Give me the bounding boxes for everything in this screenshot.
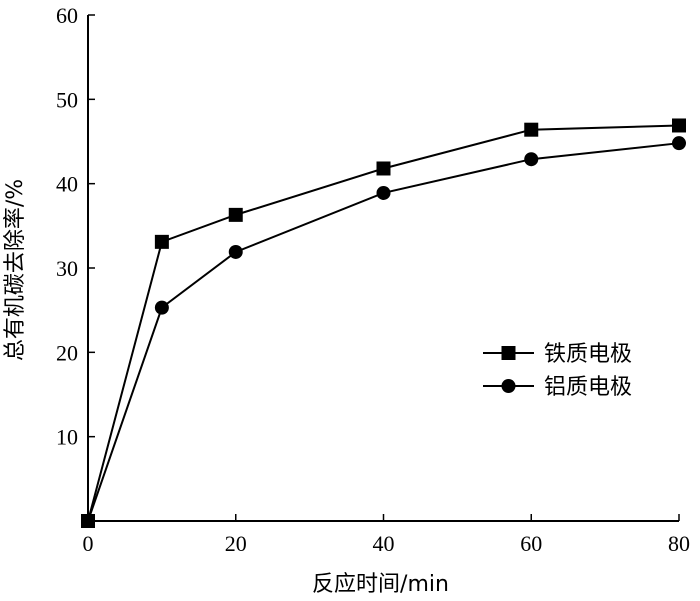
- data-point-circle: [228, 244, 243, 259]
- y-tick-label: 30: [56, 256, 78, 281]
- series-2: [81, 136, 686, 528]
- data-point-square: [154, 234, 169, 249]
- data-point-square: [376, 161, 391, 176]
- legend-marker-square: [501, 346, 516, 360]
- legend-label: 铝质电极: [544, 375, 632, 400]
- legend-label: 铁质电极: [544, 342, 632, 367]
- x-tick-label: 80: [668, 531, 690, 556]
- x-tick-label: 20: [225, 531, 247, 556]
- x-tick-label: 40: [373, 531, 395, 556]
- data-point-square: [524, 122, 539, 137]
- series-line: [87, 142, 680, 522]
- series-1: [81, 118, 686, 528]
- y-tick-label: 40: [56, 172, 78, 197]
- data-point-circle: [154, 300, 169, 315]
- legend-item: 铝质电极: [483, 375, 632, 400]
- y-tick-label: 10: [56, 425, 78, 450]
- y-axis-title: 总有机碳去除率/%: [3, 179, 28, 361]
- data-point-circle: [81, 514, 95, 528]
- legend-marker-circle: [501, 379, 516, 393]
- legend-item: 铁质电极: [483, 342, 632, 367]
- series-layer: [81, 118, 686, 528]
- x-tick-label: 60: [520, 531, 542, 556]
- x-axis-title: 反应时间/min: [312, 572, 449, 597]
- series-line: [87, 124, 680, 522]
- data-point-square: [672, 118, 686, 133]
- y-tick-label: 20: [56, 340, 78, 365]
- x-tick-label: 0: [83, 531, 94, 556]
- data-point-circle: [376, 185, 391, 200]
- data-point-circle: [672, 136, 686, 151]
- y-tick-label: 60: [56, 3, 78, 28]
- axes: 0 20 40 60 80 10 20 30 40 50 60: [56, 3, 690, 556]
- y-tick-label: 50: [56, 87, 78, 112]
- data-point-circle: [524, 152, 539, 167]
- data-point-square: [228, 207, 243, 222]
